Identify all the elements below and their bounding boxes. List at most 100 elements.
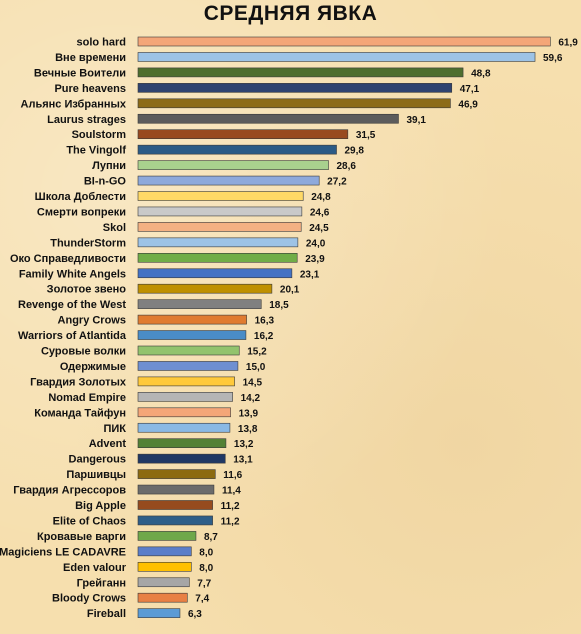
bar — [137, 345, 240, 356]
bar — [137, 484, 215, 495]
value-label: 24,8 — [311, 192, 331, 203]
value-label: 13,2 — [234, 439, 254, 450]
category-label: Big Apple — [75, 500, 126, 512]
bar — [137, 407, 231, 418]
category-label: Advent — [89, 438, 127, 450]
value-label: 46,9 — [458, 99, 478, 110]
value-label: 18,5 — [269, 300, 289, 311]
bar — [137, 113, 399, 124]
category-label: Гвардия Агрессоров — [13, 485, 126, 497]
value-label: 7,4 — [195, 594, 209, 605]
category-label: Dangerous — [69, 454, 126, 466]
value-label: 24,5 — [309, 223, 329, 234]
value-label: 39,1 — [406, 115, 426, 126]
category-label: solo hard — [76, 37, 126, 49]
chart-title: СРЕДНЯЯ ЯВКА — [203, 2, 378, 25]
bar — [137, 144, 337, 155]
bar — [137, 392, 233, 402]
category-label: Nomad Empire — [48, 392, 126, 404]
category-label: Золотое звено — [47, 284, 127, 296]
bar — [137, 191, 304, 201]
value-label: 59,6 — [543, 53, 563, 64]
category-label: Око Справедливости — [10, 253, 126, 265]
value-label: 24,6 — [310, 207, 330, 218]
value-label: 6,3 — [188, 609, 202, 620]
bar — [137, 314, 247, 325]
bar — [137, 500, 213, 510]
bar — [137, 98, 451, 109]
bar — [137, 608, 181, 618]
value-label: 8,0 — [199, 547, 213, 558]
category-label: Revenge of the West — [18, 299, 126, 311]
bar — [137, 299, 262, 309]
bar — [137, 67, 464, 78]
value-label: 14,5 — [243, 377, 263, 388]
value-label: 16,2 — [254, 331, 274, 342]
category-label: Pure heavens — [54, 83, 126, 95]
category-label: Команда Тайфун — [34, 407, 126, 419]
bar — [137, 237, 299, 248]
category-label: BI-n-GO — [84, 176, 127, 188]
bar — [137, 36, 551, 47]
value-label: 8,0 — [199, 563, 213, 574]
bar — [137, 469, 216, 479]
value-label: 11,2 — [221, 501, 240, 512]
category-label: Одержимые — [60, 361, 126, 373]
category-label: Гвардия Золотых — [30, 376, 127, 388]
bar — [137, 515, 213, 526]
category-label: Laurus strages — [47, 114, 126, 126]
bar — [137, 52, 536, 62]
bar — [137, 283, 273, 294]
bar — [137, 376, 235, 387]
category-label: ThunderStorm — [50, 237, 126, 249]
category-label: ПИК — [103, 423, 126, 435]
category-label: Лупни — [92, 160, 126, 172]
bar — [137, 253, 298, 263]
category-label: Skol — [103, 222, 126, 234]
category-label: Суровые волки — [41, 346, 126, 358]
category-label: Альянс Избранных — [21, 98, 127, 110]
value-label: 23,1 — [300, 269, 320, 280]
category-label: Fireball — [87, 608, 126, 620]
category-label: Вне времени — [55, 52, 126, 64]
bar — [137, 160, 329, 170]
category-label: Eden valour — [63, 562, 127, 574]
value-label: 27,2 — [327, 177, 347, 188]
value-label: 15,0 — [246, 362, 266, 373]
value-label: 13,1 — [233, 455, 253, 466]
bar — [137, 330, 247, 340]
category-label: Family White Angels — [19, 268, 126, 280]
bar — [137, 531, 197, 541]
bar — [137, 268, 293, 279]
bar — [137, 129, 349, 139]
value-label: 23,9 — [305, 254, 325, 265]
value-label: 11,6 — [223, 470, 242, 481]
value-label: 14,2 — [241, 393, 261, 404]
category-label: Angry Crows — [58, 315, 126, 327]
value-label: 20,1 — [280, 285, 300, 296]
category-label: Школа Доблести — [35, 191, 126, 203]
bar — [137, 546, 192, 557]
value-label: 7,7 — [197, 578, 211, 589]
value-label: 11,4 — [222, 486, 241, 497]
bar — [137, 577, 190, 588]
bar — [137, 222, 302, 232]
value-label: 15,2 — [247, 347, 267, 358]
value-label: 61,9 — [558, 38, 578, 49]
value-label: 29,8 — [345, 146, 365, 157]
value-label: 16,3 — [255, 316, 275, 327]
bar — [137, 175, 320, 186]
category-label: Паршивцы — [66, 469, 126, 481]
category-label: The Vingolf — [66, 145, 126, 157]
value-label: 13,9 — [239, 408, 259, 419]
bar — [137, 561, 192, 572]
bar — [137, 592, 188, 603]
value-label: 28,6 — [337, 161, 357, 172]
category-label: Кровавые варги — [37, 531, 126, 543]
value-label: 48,8 — [471, 68, 491, 79]
bar — [137, 422, 231, 433]
category-label: Bloody Crows — [52, 593, 126, 605]
category-label: Смерти вопреки — [37, 206, 126, 218]
value-label: 47,1 — [460, 84, 480, 95]
